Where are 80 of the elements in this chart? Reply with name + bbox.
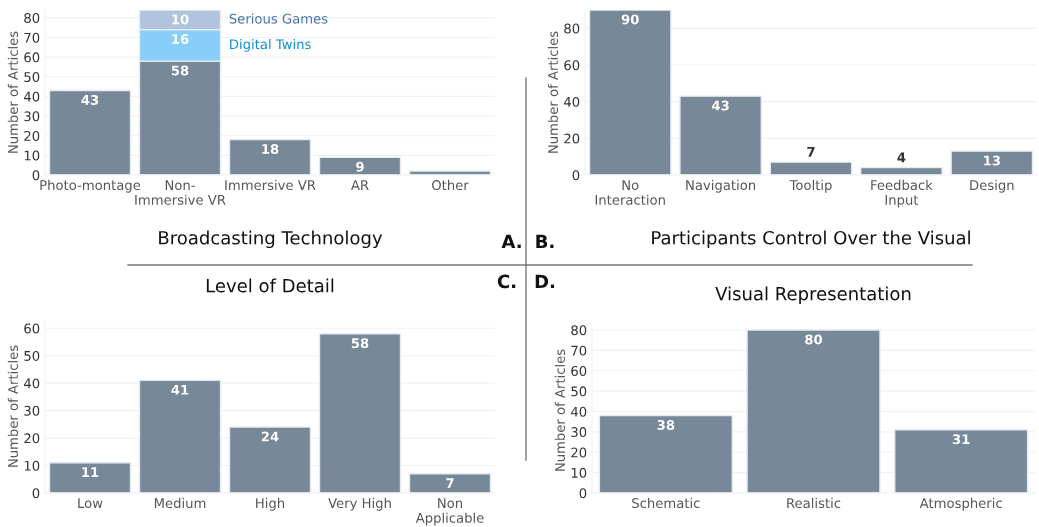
x-tick-label: Schematic xyxy=(632,497,700,509)
y-tick-label: 0 xyxy=(32,170,40,181)
x-tick-label: Realistic xyxy=(787,497,841,509)
data-label: 4 xyxy=(897,152,906,163)
data-label: 90 xyxy=(621,14,639,25)
data-label: 24 xyxy=(261,431,279,442)
y-axis-title: Number of Articles xyxy=(7,345,19,467)
data-label: 43 xyxy=(81,94,99,105)
data-label: 43 xyxy=(712,100,729,111)
data-label: 31 xyxy=(952,434,970,445)
x-tick-label: Very High xyxy=(328,497,391,511)
x-tick-label: Navigation xyxy=(686,179,756,193)
y-tick-label: 20 xyxy=(24,433,40,444)
x-tick-label: Non Applicable xyxy=(415,498,484,526)
y-tick-label: 0 xyxy=(32,488,40,499)
y-tick-label: 30 xyxy=(24,111,40,122)
data-label: 7 xyxy=(807,147,815,157)
chart-title: Visual Representation xyxy=(715,286,911,304)
y-tick-label: 50 xyxy=(571,386,587,397)
series-label: Digital Twins xyxy=(230,38,311,52)
y-tick-label: 80 xyxy=(571,325,587,336)
x-tick-label: Other xyxy=(432,179,469,191)
y-tick-label: 60 xyxy=(24,52,40,63)
x-tick-label: Low xyxy=(78,498,103,509)
y-tick-label: 40 xyxy=(570,406,587,417)
y-tick-label: 40 xyxy=(563,96,580,107)
x-tick-label: Immersive VR xyxy=(225,179,316,191)
y-tick-label: 70 xyxy=(571,345,587,356)
text: A. xyxy=(501,234,521,248)
y-tick-label: 70 xyxy=(24,32,40,43)
y-tick-label: 30 xyxy=(24,405,40,416)
text: C. xyxy=(497,274,516,289)
x-tick-label: No Interaction xyxy=(595,180,665,205)
y-tick-label: 10 xyxy=(571,467,587,478)
y-tick-label: 80 xyxy=(24,13,40,24)
x-tick-label: Tooltip xyxy=(789,179,832,193)
y-axis-title: Number of Articles xyxy=(547,31,559,153)
y-tick-label: 10 xyxy=(24,460,40,471)
x-tick-label: Atmospheric xyxy=(919,497,1002,511)
data-label: 38 xyxy=(657,419,675,430)
y-axis-title: Number of Articles xyxy=(554,349,566,471)
text: Participants Control Over the Visual xyxy=(652,230,970,249)
data-label: 41 xyxy=(171,384,189,395)
y-tick-label: 0 xyxy=(572,170,580,181)
chart-title: Level of Detail xyxy=(206,278,334,293)
y-tick-label: 40 xyxy=(23,378,40,389)
data-label: 9 xyxy=(356,161,364,172)
data-label: 18 xyxy=(262,144,279,155)
y-tick-label: 0 xyxy=(579,488,587,499)
y-tick-label: 10 xyxy=(24,150,40,161)
y-tick-label: 20 xyxy=(564,133,580,144)
x-tick-label: Photo-montage xyxy=(40,179,141,193)
x-tick-label: AR xyxy=(351,180,369,190)
data-label: 16 xyxy=(172,34,189,45)
y-tick-label: 60 xyxy=(24,323,40,334)
data-label: 80 xyxy=(805,334,823,345)
data-label: 7 xyxy=(446,478,454,488)
x-tick-label: Design xyxy=(970,179,1014,193)
y-tick-label: 20 xyxy=(24,130,40,141)
y-tick-label: 20 xyxy=(571,447,587,458)
y-tick-label: 50 xyxy=(24,350,40,361)
data-label: 10 xyxy=(172,14,189,25)
text: D. xyxy=(535,274,555,288)
text: Broadcasting Technology xyxy=(159,230,383,249)
y-tick-label: 40 xyxy=(23,91,40,102)
x-tick-label: High xyxy=(256,497,285,511)
text: B. xyxy=(536,234,554,248)
y-axis-title: Number of Articles xyxy=(7,31,19,153)
data-label: 13 xyxy=(984,155,1000,166)
x-tick-label: Feedback Input xyxy=(871,179,933,208)
data-label: 11 xyxy=(82,467,99,477)
data-label: 58 xyxy=(351,338,369,349)
data-label: 58 xyxy=(171,65,189,76)
series-label: Serious Games xyxy=(229,13,328,24)
y-tick-label: 60 xyxy=(571,366,587,376)
y-tick-label: 30 xyxy=(571,427,587,438)
y-tick-label: 60 xyxy=(564,60,580,71)
x-tick-label: Medium xyxy=(154,497,206,509)
y-tick-label: 50 xyxy=(24,72,40,82)
y-tick-label: 80 xyxy=(564,23,580,34)
